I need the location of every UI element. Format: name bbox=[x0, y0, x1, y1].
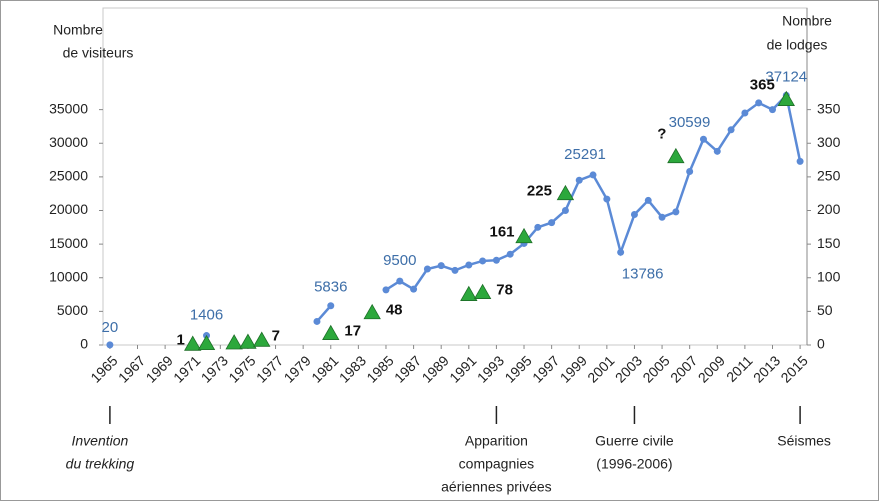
lodge-marker bbox=[515, 227, 533, 244]
lodge-marker bbox=[460, 285, 478, 301]
visitor-point bbox=[741, 109, 749, 117]
lodge-marker bbox=[473, 283, 492, 299]
visitor-point bbox=[106, 341, 114, 349]
visitor-label: 37124 bbox=[765, 68, 807, 85]
annotation-text: Invention bbox=[71, 433, 128, 449]
visitor-point bbox=[589, 171, 597, 179]
y2-tick-label: 200 bbox=[817, 201, 841, 217]
visitor-point bbox=[672, 208, 680, 216]
visitor-point bbox=[699, 135, 707, 143]
visitor-point bbox=[437, 262, 445, 270]
y2-tick-label: 0 bbox=[817, 336, 825, 352]
visitor-point bbox=[410, 285, 418, 293]
visitor-point bbox=[465, 261, 473, 269]
visitor-point bbox=[575, 176, 583, 184]
visitor-point bbox=[755, 99, 763, 107]
y-tick-label: 20000 bbox=[49, 201, 88, 217]
annotation-text: (1996-2006) bbox=[596, 456, 672, 472]
y-tick-label: 0 bbox=[80, 336, 88, 352]
visitor-point bbox=[727, 126, 735, 134]
lodge-marker bbox=[777, 90, 795, 106]
visitor-point bbox=[644, 196, 652, 204]
visitor-label: 5836 bbox=[314, 279, 347, 296]
visitor-point bbox=[713, 147, 721, 155]
annotation-text: compagnies bbox=[459, 456, 535, 472]
annotation-text: Séismes bbox=[777, 433, 831, 449]
lodge-marker bbox=[322, 324, 340, 340]
visitor-point bbox=[686, 167, 694, 175]
visitor-point bbox=[548, 219, 556, 227]
y-tick-label: 5000 bbox=[57, 302, 88, 318]
y-tick-label: 10000 bbox=[49, 268, 88, 284]
visitor-point bbox=[423, 265, 431, 273]
lodge-label: 365 bbox=[750, 77, 775, 94]
y2-tick-label: 100 bbox=[817, 268, 841, 284]
visitor-point bbox=[658, 213, 666, 221]
y2-tick-label: 300 bbox=[817, 134, 841, 150]
y2-tick-label: 50 bbox=[817, 302, 833, 318]
visitor-point bbox=[561, 207, 569, 214]
visitor-point bbox=[396, 277, 404, 285]
visitor-point bbox=[630, 211, 638, 219]
visitor-point bbox=[796, 157, 804, 165]
lodge-marker bbox=[253, 331, 271, 347]
visitor-label: 30599 bbox=[669, 114, 711, 131]
lodge-marker bbox=[197, 334, 216, 351]
y-tick-label: 35000 bbox=[49, 100, 88, 116]
lodge-marker bbox=[184, 335, 202, 351]
lodge-label: 48 bbox=[386, 302, 403, 319]
y2-axis-title: Nombre bbox=[782, 13, 832, 29]
visitor-point bbox=[313, 317, 321, 325]
visitor-point bbox=[327, 302, 335, 310]
visitor-point bbox=[382, 286, 390, 294]
visitor-point bbox=[506, 250, 514, 258]
lodge-marker bbox=[363, 303, 381, 320]
y2-tick-label: 150 bbox=[817, 235, 841, 251]
lodge-label: 17 bbox=[344, 323, 361, 340]
y-tick-label: 25000 bbox=[49, 168, 88, 184]
y-axis-title: de visiteurs bbox=[63, 45, 134, 61]
visitor-label: 1406 bbox=[190, 307, 223, 324]
annotation-text: du trekking bbox=[66, 456, 135, 472]
visitor-label: 9500 bbox=[383, 252, 416, 269]
visitor-label: 13786 bbox=[622, 265, 664, 282]
visitor-point bbox=[768, 106, 776, 114]
y-tick-label: 15000 bbox=[49, 235, 88, 251]
visitor-point bbox=[451, 266, 459, 274]
annotation-text: Apparition bbox=[465, 433, 528, 449]
y-tick-label: 30000 bbox=[49, 134, 88, 150]
lodge-label: 225 bbox=[527, 183, 552, 200]
y2-axis-title: de lodges bbox=[767, 37, 828, 53]
visitor-point bbox=[603, 195, 611, 203]
lodge-label: ? bbox=[657, 126, 666, 143]
visitor-label: 20 bbox=[102, 319, 119, 336]
annotation-text: Guerre civile bbox=[595, 433, 674, 449]
visitor-point bbox=[492, 256, 500, 264]
lodge-marker bbox=[667, 147, 685, 164]
lodge-marker bbox=[225, 334, 243, 350]
visitor-point bbox=[534, 223, 542, 231]
visitor-point bbox=[617, 248, 625, 256]
lodge-label: 1 bbox=[177, 331, 185, 348]
visitor-label: 25291 bbox=[564, 146, 606, 163]
y-axis-title: Nombre bbox=[53, 22, 103, 38]
lodge-marker bbox=[556, 184, 575, 201]
annotation-text: aériennes privées bbox=[441, 479, 552, 495]
y2-tick-label: 350 bbox=[817, 100, 841, 116]
lodge-label: 161 bbox=[490, 224, 515, 241]
lodge-label: 7 bbox=[272, 327, 280, 344]
visitor-point bbox=[479, 257, 487, 265]
lodge-label: 78 bbox=[496, 282, 513, 299]
y2-tick-label: 250 bbox=[817, 168, 841, 184]
lodge-marker bbox=[239, 333, 257, 349]
